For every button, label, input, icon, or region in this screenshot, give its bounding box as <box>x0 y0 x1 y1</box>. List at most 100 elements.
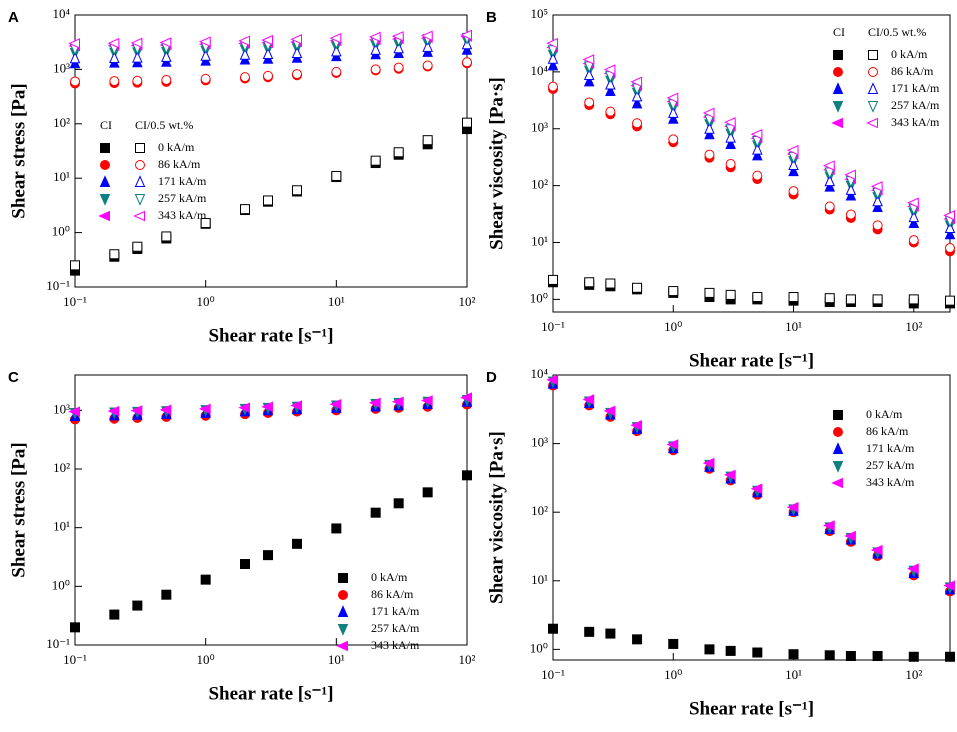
data-point <box>632 282 643 293</box>
y-tick-label: 10⁰ <box>530 290 548 305</box>
data-point <box>605 628 616 639</box>
data-point <box>109 76 120 87</box>
legend-label: 86 kA/m <box>891 64 934 78</box>
x-tick-label: 10² <box>459 294 476 309</box>
data-point <box>130 405 143 416</box>
legend-marker <box>867 101 879 113</box>
data-point <box>605 84 616 97</box>
data-point <box>393 41 404 54</box>
data-point <box>161 231 172 242</box>
legend-header: CI/0.5 wt.% <box>868 25 926 39</box>
legend-header: CI <box>100 118 112 132</box>
legend-label: 343 kA/m <box>866 475 915 489</box>
legend-label: 86 kA/m <box>371 587 414 601</box>
data-point <box>632 118 643 129</box>
data-point <box>603 405 616 417</box>
data-point <box>546 374 558 386</box>
legend-marker <box>338 573 348 583</box>
x-tick-label: 10⁻¹ <box>63 294 87 309</box>
y-tick-label: 10³ <box>531 120 548 135</box>
data-point <box>548 274 558 285</box>
data-point <box>70 622 80 633</box>
data-point <box>907 563 919 574</box>
data-point <box>109 609 120 620</box>
x-tick-label: 10⁰ <box>197 652 215 667</box>
data-point <box>944 227 956 240</box>
data-point <box>291 69 302 80</box>
data-point <box>845 294 856 305</box>
data-point <box>631 89 643 102</box>
y-axis-title: Shear viscosity [Pa·s] <box>486 77 507 250</box>
data-point <box>908 294 919 305</box>
data-point <box>752 148 763 161</box>
data-point <box>870 181 883 192</box>
legend-label: 171 kA/m <box>371 604 420 618</box>
data-point <box>584 277 595 288</box>
data-point <box>788 649 799 660</box>
data-point <box>908 651 919 662</box>
data-point <box>547 52 559 64</box>
legend-label: 343 kA/m <box>891 115 940 129</box>
data-point <box>704 644 715 655</box>
legend-label: 343 kA/m <box>371 638 420 652</box>
x-tick-label: 10⁰ <box>664 319 682 334</box>
y-tick-label: 10² <box>53 115 70 130</box>
legend-marker <box>134 175 146 187</box>
y-tick-label: 10⁻¹ <box>46 636 70 651</box>
data-point <box>824 293 835 304</box>
data-point <box>132 241 143 252</box>
data-point <box>907 197 919 209</box>
legend-marker <box>98 210 110 222</box>
legend-marker <box>337 624 349 636</box>
data-point <box>393 147 404 158</box>
legend-marker <box>134 194 146 206</box>
y-tick-label: 10⁰ <box>52 577 70 592</box>
x-tick-label: 10¹ <box>328 652 345 667</box>
data-point <box>159 37 172 48</box>
data-point <box>668 638 679 649</box>
data-point <box>109 249 120 260</box>
data-point <box>908 235 919 246</box>
x-tick-label: 10¹ <box>328 294 345 309</box>
data-point <box>630 419 643 431</box>
data-point <box>329 32 342 44</box>
data-point <box>291 538 302 549</box>
data-point <box>70 260 80 271</box>
data-point <box>824 201 835 212</box>
legend-marker <box>135 143 145 153</box>
data-point <box>605 278 616 289</box>
data-point <box>605 77 616 90</box>
x-tick-label: 10⁻¹ <box>541 319 565 334</box>
data-point <box>370 155 381 166</box>
legend-label: 171 kA/m <box>158 174 207 188</box>
data-point <box>239 48 251 60</box>
data-point <box>872 194 883 207</box>
legend-marker <box>336 640 348 652</box>
legend-label: 343 kA/m <box>158 208 207 222</box>
data-point <box>200 218 211 229</box>
data-point <box>872 294 883 305</box>
legend-marker <box>135 160 145 170</box>
y-tick-label: 10² <box>53 460 70 475</box>
data-point <box>107 405 120 417</box>
data-point <box>132 75 143 86</box>
y-tick-label: 10⁴ <box>52 6 70 21</box>
legend-marker <box>133 210 145 222</box>
legend-label: 257 kA/m <box>371 621 420 635</box>
data-point <box>240 72 251 83</box>
data-point <box>667 112 679 124</box>
legend-marker <box>831 117 843 129</box>
data-point <box>752 647 763 658</box>
data-point <box>725 289 736 300</box>
legend-marker <box>867 82 879 94</box>
plot-frame <box>74 14 468 288</box>
data-point <box>198 403 211 415</box>
data-point <box>752 142 763 155</box>
legend-marker <box>833 67 843 77</box>
data-point <box>263 550 274 561</box>
data-point <box>546 37 558 49</box>
data-point <box>583 68 595 81</box>
data-point <box>704 122 715 134</box>
data-point <box>368 31 381 43</box>
